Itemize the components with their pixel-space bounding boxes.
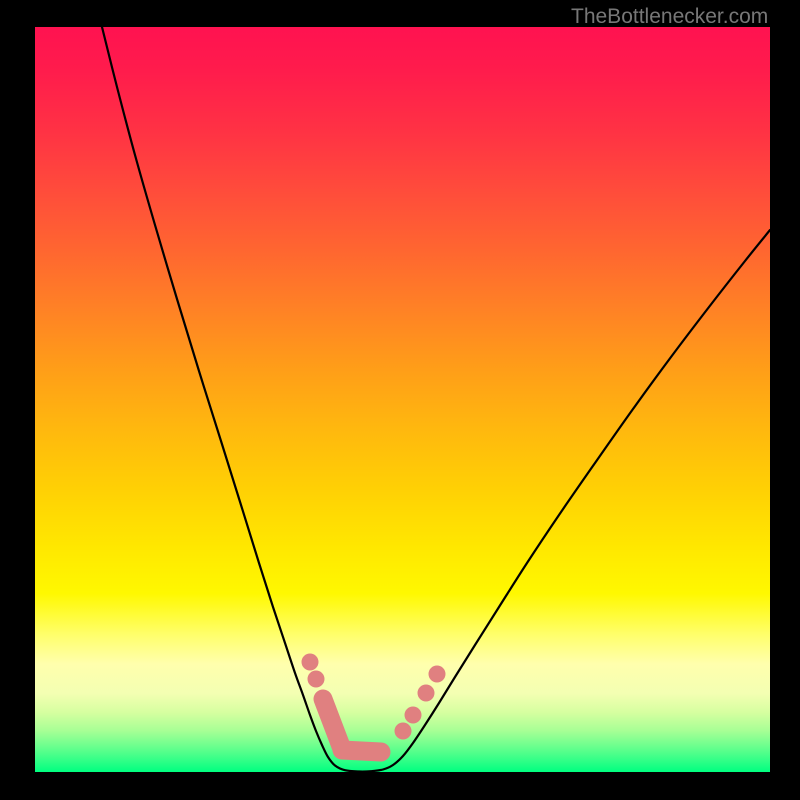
curve-layer xyxy=(35,27,770,772)
watermark-text: TheBottlenecker.com xyxy=(571,5,768,29)
data-marker xyxy=(308,671,325,688)
chart-area xyxy=(35,27,770,772)
data-marker-capsule xyxy=(342,750,381,752)
data-marker xyxy=(429,666,446,683)
data-marker xyxy=(405,707,422,724)
data-marker xyxy=(395,723,412,740)
data-marker xyxy=(302,654,319,671)
data-marker xyxy=(418,685,435,702)
marker-group xyxy=(302,654,446,753)
v-curve-path xyxy=(102,27,770,772)
